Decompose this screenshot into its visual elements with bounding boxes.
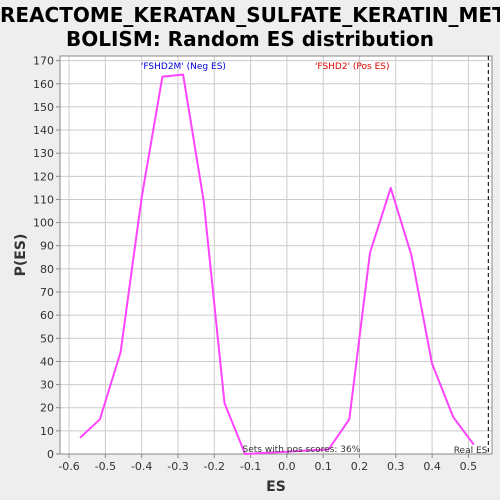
axis-ticks: 0 10 20 30 40 50 60 70 80 90 100 110 120 130 140 150 160… (33, 55, 477, 473)
plot-frame (59, 55, 493, 455)
y-tick-label: 100 (33, 217, 54, 230)
x-tick-label: -0.3 (167, 460, 188, 473)
y-tick-label: 60 (40, 309, 54, 322)
series-line (79, 73, 475, 455)
y-tick-label: 120 (33, 170, 54, 183)
y-tick-label: 70 (40, 286, 54, 299)
x-tick-label: -0.5 (95, 460, 116, 473)
y-tick-label: 130 (33, 147, 54, 160)
chart-title-line-1: REACTOME_KERATAN_SULFATE_KERATIN_META (0, 3, 500, 27)
y-tick-label: 140 (33, 124, 54, 137)
y-tick-label: 10 (40, 425, 54, 438)
y-tick-label: 20 (40, 402, 54, 415)
x-tick-label: 0.0 (278, 460, 296, 473)
chart-title-line-2: BOLISM: Random ES distribution (65, 27, 435, 51)
pos-scores-text: Sets with pos scores: 36% (242, 445, 360, 455)
y-tick-label: 150 (33, 101, 54, 114)
x-tick-label: -0.6 (58, 460, 79, 473)
x-axis-title: ES (266, 479, 286, 495)
series-layer (79, 73, 475, 455)
y-tick-label: 80 (40, 263, 54, 276)
y-tick-label: 160 (33, 78, 54, 91)
pos-es-label: 'FSHD2' (Pos ES) (315, 62, 390, 72)
annotations: 'FSHD2M' (Neg ES) 'FSHD2' (Pos ES) Sets wi… (141, 56, 489, 456)
y-tick-label: 0 (47, 448, 54, 461)
real-es-label: Real ES (454, 446, 488, 456)
y-tick-label: 110 (33, 193, 54, 206)
x-tick-label: 0.2 (351, 460, 369, 473)
y-tick-label: 50 (40, 332, 54, 345)
x-tick-label: 0.1 (314, 460, 332, 473)
grid (60, 56, 492, 455)
y-tick-label: 40 (40, 355, 54, 368)
x-tick-label: 0.4 (423, 460, 441, 473)
x-tick-label: 0.3 (387, 460, 405, 473)
y-tick-label: 30 (40, 379, 54, 392)
y-axis-title: P(ES) (13, 234, 29, 277)
y-tick-label: 90 (40, 240, 54, 253)
x-tick-label: -0.2 (204, 460, 225, 473)
y-tick-label: 170 (33, 55, 54, 68)
plot-background (60, 56, 492, 454)
x-tick-label: -0.1 (240, 460, 261, 473)
x-tick-label: -0.4 (131, 460, 152, 473)
x-tick-label: 0.5 (460, 460, 478, 473)
neg-es-label: 'FSHD2M' (Neg ES) (141, 62, 226, 72)
